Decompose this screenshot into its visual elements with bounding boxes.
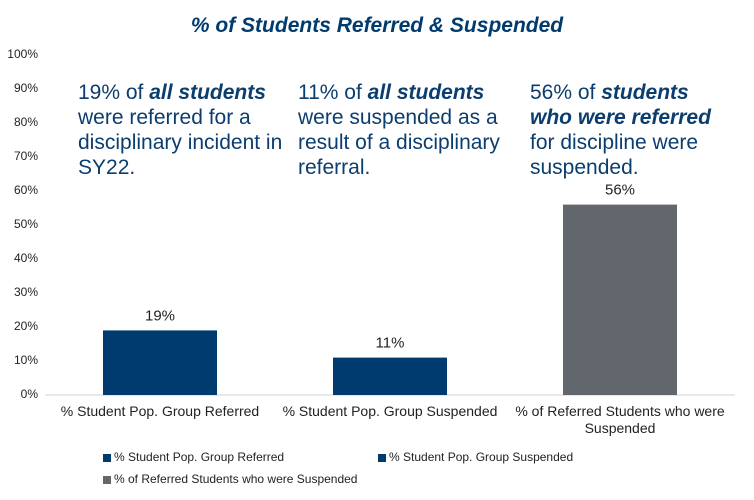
y-tick-label: 80% — [14, 115, 38, 129]
annotation-text: 56% of — [530, 81, 602, 104]
annotation-text: all students — [149, 81, 266, 104]
y-tick-label: 10% — [14, 353, 38, 367]
y-tick-label: 70% — [14, 149, 38, 163]
annotation-text: 11% of — [298, 81, 368, 104]
annotation: 19% of all students were referred for a … — [78, 80, 283, 180]
y-tick-label: 100% — [7, 47, 38, 61]
y-tick-label: 50% — [14, 217, 38, 231]
annotation-text: for discipline were suspended. — [530, 131, 699, 179]
y-tick-label: 20% — [14, 319, 38, 333]
bar — [333, 357, 447, 395]
annotation: 11% of all students were suspended as a … — [298, 80, 503, 180]
x-tick-label: % of Referred Students who were Suspende… — [515, 403, 725, 436]
y-tick-label: 40% — [14, 251, 38, 265]
y-tick-label: 90% — [14, 81, 38, 95]
chart-title: % of Students Referred & Suspended — [190, 14, 564, 37]
y-tick-label: 0% — [21, 387, 39, 401]
y-tick-label: 60% — [14, 183, 38, 197]
legend-label: % Student Pop. Group Referred — [114, 450, 284, 464]
x-tick-label: % Student Pop. Group Referred — [60, 403, 260, 419]
x-tick-label: % Student Pop. Group Suspended — [282, 403, 498, 419]
legend-swatch — [103, 454, 111, 462]
data-label: 19% — [145, 307, 175, 324]
legend-swatch — [378, 454, 386, 462]
annotation: 56% of students who were referred for di… — [530, 80, 735, 180]
annotation-text: all students — [367, 81, 485, 104]
data-label: 11% — [376, 335, 405, 352]
legend-label: % Student Pop. Group Suspended — [389, 450, 573, 464]
annotation-text: were referred for a disciplinary inciden… — [78, 106, 283, 179]
annotation-text: were suspended as a result of a discipli… — [298, 106, 500, 179]
legend-swatch — [103, 476, 111, 484]
bar — [103, 330, 217, 395]
y-tick-label: 30% — [14, 285, 38, 299]
bar — [563, 204, 677, 395]
annotation-text: 19% of — [78, 81, 150, 104]
data-label: 56% — [605, 182, 635, 199]
legend-label: % of Referred Students who were Suspende… — [114, 472, 357, 486]
annotation-text: students who were referred — [530, 81, 711, 129]
